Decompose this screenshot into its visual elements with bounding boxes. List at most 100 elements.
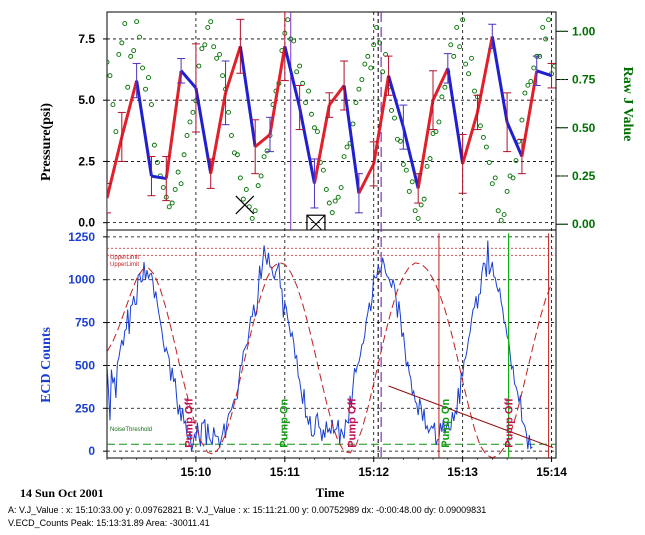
rawj-point bbox=[522, 90, 528, 96]
ecd-tick-label: 500 bbox=[75, 358, 95, 372]
pump-event-label: Pump On bbox=[278, 399, 290, 448]
pressure-segment bbox=[357, 163, 376, 194]
x-tick-label: 15:14 bbox=[536, 465, 567, 479]
rawj-point bbox=[143, 86, 148, 92]
x-tick-label: 15:11 bbox=[270, 465, 300, 479]
rawj-point bbox=[403, 167, 409, 173]
rawj-point bbox=[567, 168, 571, 172]
rawj-point bbox=[291, 38, 297, 44]
rawj-point bbox=[205, 24, 211, 30]
rawj-point bbox=[454, 24, 460, 30]
rawj-point bbox=[353, 100, 359, 106]
pressure-segment bbox=[387, 75, 405, 128]
rawj-point bbox=[480, 134, 486, 140]
pressure-tick-label: 0.0 bbox=[78, 216, 95, 230]
rawj-point bbox=[175, 169, 181, 175]
rawj-point bbox=[486, 160, 492, 165]
rawj-tick-label: 0.50 bbox=[572, 121, 596, 135]
rawj-point bbox=[564, 176, 568, 180]
rawj-point bbox=[258, 173, 264, 179]
rawj-point bbox=[338, 185, 344, 191]
rawj-point bbox=[160, 185, 166, 191]
cursor-b-marker bbox=[306, 214, 326, 230]
y-axis-title-ecd: ECD Counts bbox=[39, 327, 54, 403]
pressure-segment bbox=[254, 133, 271, 148]
rawj-tick-label: 1.00 bbox=[572, 24, 596, 38]
rawj-point bbox=[543, 36, 549, 42]
rawj-point bbox=[190, 109, 196, 115]
grid-lines bbox=[107, 12, 556, 458]
rawj-point bbox=[561, 141, 565, 145]
rawj-point bbox=[202, 42, 208, 48]
pressure-segment bbox=[268, 46, 287, 135]
rawj-point bbox=[110, 102, 116, 108]
rawj-point bbox=[237, 175, 243, 181]
rawj-point bbox=[531, 65, 537, 71]
rawj-point bbox=[214, 55, 220, 61]
rawj-point bbox=[466, 71, 472, 77]
pressure-tick-label: 2.5 bbox=[78, 154, 95, 168]
axes: 15:10 15:11 15:12 15:13 15:14 0.0 2.5 5.0 7.5 0.0… bbox=[68, 24, 595, 479]
rawj-point bbox=[498, 217, 504, 223]
rawj-point bbox=[528, 79, 534, 84]
rawj-point bbox=[477, 123, 483, 129]
rawj-point bbox=[359, 77, 365, 82]
rawj-point bbox=[297, 63, 303, 69]
pressure-segment bbox=[328, 84, 346, 106]
pressure-segment bbox=[107, 136, 124, 199]
rawj-point bbox=[495, 208, 501, 214]
pressure-segment bbox=[179, 69, 198, 89]
rawj-point bbox=[472, 88, 477, 94]
rawj-point bbox=[406, 188, 412, 194]
rawj-point bbox=[377, 40, 383, 46]
rawj-point bbox=[326, 200, 332, 206]
rawj-point bbox=[371, 42, 377, 48]
pressure-tick-label: 7.5 bbox=[78, 32, 95, 46]
rawj-point bbox=[463, 61, 469, 67]
pressure-segment bbox=[431, 67, 450, 101]
rawj-point bbox=[489, 181, 495, 187]
rawj-point bbox=[424, 163, 430, 169]
rawj-point bbox=[400, 161, 406, 167]
rawj-point bbox=[303, 100, 309, 106]
noise-threshold-label: NoiseThreshold bbox=[110, 427, 152, 433]
rawj-tick-label: 0.00 bbox=[572, 217, 596, 231]
rawj-point bbox=[356, 86, 362, 92]
pressure-segment bbox=[135, 80, 153, 177]
rawj-point bbox=[229, 133, 234, 138]
rawj-point bbox=[312, 125, 317, 131]
x-tick-label: 15:10 bbox=[181, 465, 212, 479]
upper-limit-label: UpperLimit bbox=[110, 255, 139, 261]
rawj-point bbox=[249, 215, 255, 221]
pressure-segment bbox=[209, 92, 228, 174]
peak-readout: V.ECD_Counts Peak: 15:13:31.89 Area: -30… bbox=[8, 518, 210, 528]
ecd-tick-label: 1250 bbox=[68, 230, 95, 244]
rawj-point bbox=[442, 84, 448, 90]
rawj-point bbox=[460, 17, 466, 23]
rawj-point bbox=[546, 17, 552, 23]
rawj-point bbox=[211, 44, 217, 50]
rawj-point bbox=[151, 142, 157, 148]
pressure-segment bbox=[120, 80, 139, 138]
rawj-point bbox=[140, 65, 146, 71]
rawj-point bbox=[350, 121, 356, 127]
ecd-threshold-lines bbox=[107, 247, 556, 445]
rawj-point bbox=[540, 24, 546, 30]
rawj-point bbox=[448, 42, 454, 48]
ecd-tick-label: 250 bbox=[75, 401, 95, 415]
rawj-point bbox=[264, 148, 270, 154]
ecd-tick-label: 0 bbox=[88, 444, 95, 458]
x-tick-label: 15:12 bbox=[358, 465, 389, 479]
rawj-point bbox=[492, 175, 498, 181]
pressure-segment bbox=[490, 36, 509, 123]
rawj-point bbox=[335, 194, 341, 200]
cursor-a-marker bbox=[235, 195, 255, 215]
rawj-point bbox=[137, 34, 143, 40]
rawj-point bbox=[234, 152, 240, 158]
rawj-point bbox=[504, 188, 510, 194]
peak-baseline-line bbox=[388, 385, 554, 449]
rawj-point bbox=[525, 82, 531, 88]
rawj-point bbox=[154, 160, 160, 165]
rawj-point bbox=[368, 65, 374, 71]
